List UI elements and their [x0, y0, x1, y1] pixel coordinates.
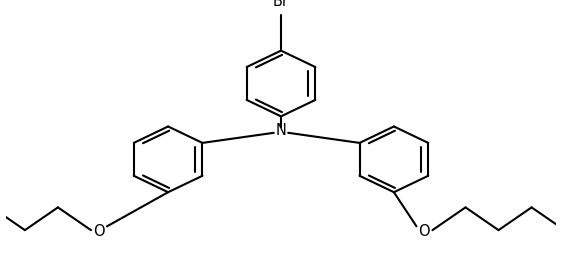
- Text: Br: Br: [273, 0, 289, 9]
- Text: N: N: [275, 123, 287, 138]
- Text: O: O: [418, 224, 430, 239]
- Text: O: O: [93, 224, 105, 239]
